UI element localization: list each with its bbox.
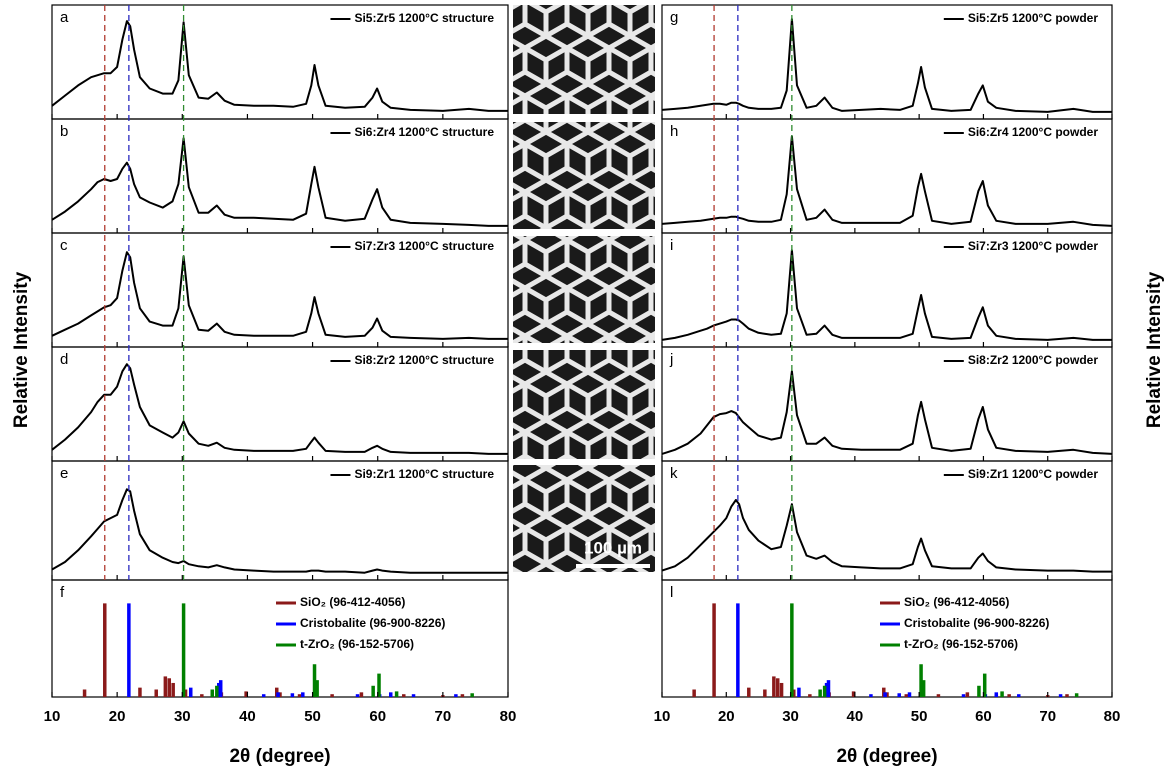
y-axis-label: Relative Intensity: [1144, 271, 1165, 428]
legend-label: Si7:Zr3 1200°C structure: [354, 239, 494, 253]
xrd-curve: [52, 489, 508, 572]
legend-label: Si5:Zr5 1200°C powder: [968, 11, 1099, 25]
chart: g Si5:Zr5 1200°C powder h Si6:Zr4 1200°C po…: [654, 5, 1165, 767]
panel-label: e: [60, 465, 68, 482]
x-tick-label: 20: [109, 708, 126, 725]
panel-label: a: [60, 9, 69, 26]
legend-label: Si9:Zr1 1200°C structure: [354, 467, 494, 481]
panel-label: l: [670, 584, 673, 601]
panel-frame: [52, 580, 508, 697]
x-tick-label: 80: [500, 708, 517, 725]
x-tick-label: 50: [304, 708, 321, 725]
xrd-curve: [662, 371, 1112, 454]
figure: 100 µm a Si5:Zr5 1200°C structure b Si6:Zr4…: [0, 0, 1172, 771]
legend-label: Si6:Zr4 1200°C powder: [968, 125, 1099, 139]
panel-label: g: [670, 9, 678, 26]
xrd-curve: [52, 364, 508, 454]
x-tick-label: 50: [911, 708, 928, 725]
panel-label: c: [60, 237, 68, 254]
legend-label: Si6:Zr4 1200°C structure: [354, 125, 494, 139]
legend-label: t-ZrO₂ (96-152-5706): [904, 637, 1018, 651]
y-axis-label: Relative Intensity: [11, 271, 32, 428]
legend-label: Si7:Zr3 1200°C powder: [968, 239, 1099, 253]
xrd-curve: [52, 138, 508, 226]
x-tick-label: 30: [782, 708, 799, 725]
legend-label: t-ZrO₂ (96-152-5706): [300, 637, 414, 651]
sem-image: [513, 350, 655, 459]
x-tick-label: 70: [1039, 708, 1056, 725]
xrd-curve: [662, 500, 1112, 572]
panel-label: j: [669, 351, 673, 368]
x-tick-label: 80: [1104, 708, 1121, 725]
x-tick-label: 60: [975, 708, 992, 725]
panel-label: h: [670, 123, 678, 140]
legend-label: SiO₂ (96-412-4056): [904, 595, 1009, 609]
panel-label: d: [60, 351, 68, 368]
legend-label: Si9:Zr1 1200°C powder: [968, 467, 1099, 481]
sem-image: [513, 122, 655, 229]
panel-frame: [662, 580, 1112, 697]
panel-label: b: [60, 123, 68, 140]
x-tick-label: 30: [174, 708, 191, 725]
xrd-curve: [662, 19, 1112, 112]
x-tick-label: 60: [369, 708, 386, 725]
sem-image: [513, 236, 655, 343]
x-tick-label: 40: [239, 708, 256, 725]
x-tick-label: 10: [44, 708, 61, 725]
legend-label: Cristobalite (96-900-8226): [904, 616, 1049, 630]
x-axis-label: 2θ (degree): [229, 746, 330, 767]
x-tick-label: 40: [847, 708, 864, 725]
scale-bar: [576, 564, 650, 568]
panel-label: f: [60, 584, 65, 601]
scale-bar-label: 100 µm: [584, 538, 642, 557]
legend-label: Si8:Zr2 1200°C powder: [968, 353, 1099, 367]
x-tick-label: 10: [654, 708, 671, 725]
xrd-curve: [52, 21, 508, 111]
legend-label: SiO₂ (96-412-4056): [300, 595, 405, 609]
sem-images: 100 µm: [513, 5, 655, 572]
x-tick-label: 20: [718, 708, 735, 725]
legend-label: Si8:Zr2 1200°C structure: [354, 353, 494, 367]
x-tick-label: 70: [435, 708, 452, 725]
xrd-curve: [52, 252, 508, 339]
panel-label: i: [670, 237, 673, 254]
xrd-curve: [662, 250, 1112, 340]
x-axis-label: 2θ (degree): [836, 746, 937, 767]
sem-image: [513, 5, 655, 114]
chart: a Si5:Zr5 1200°C structure b Si6:Zr4 1200°C…: [11, 5, 516, 767]
xrd-curve: [662, 136, 1112, 226]
legend-label: Si5:Zr5 1200°C structure: [354, 11, 494, 25]
legend-label: Cristobalite (96-900-8226): [300, 616, 445, 630]
panel-label: k: [670, 465, 678, 482]
